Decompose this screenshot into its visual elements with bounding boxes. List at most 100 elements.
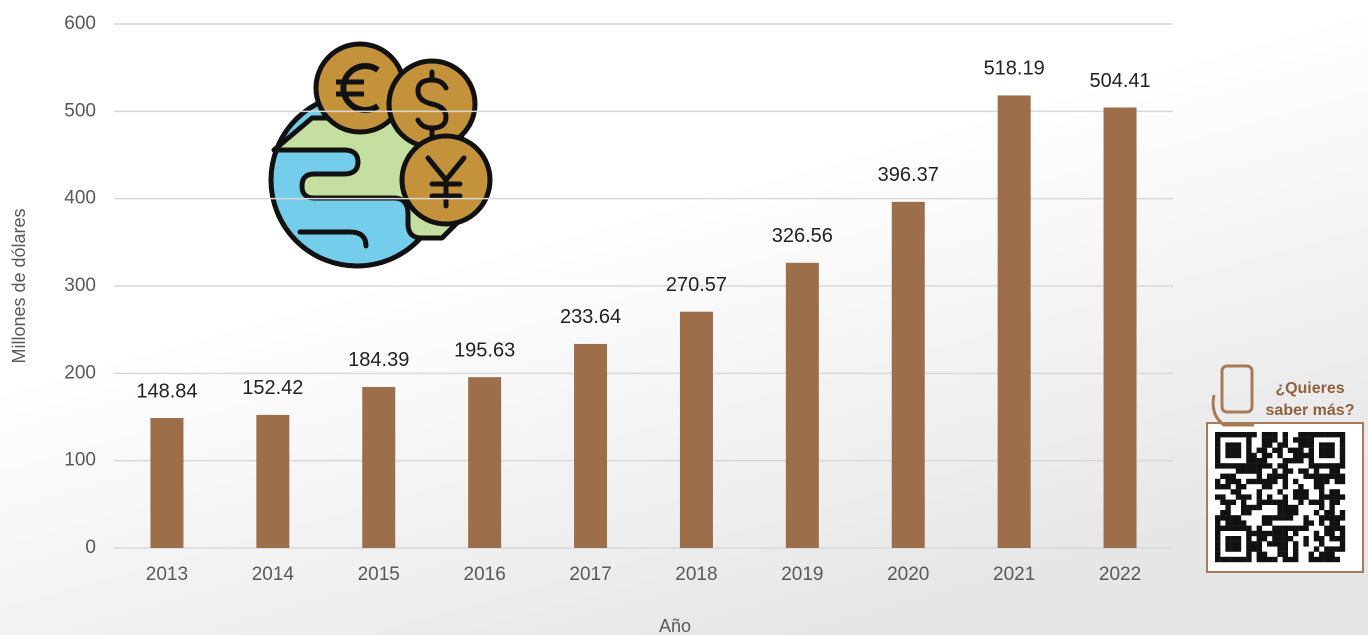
qr-module [1329,447,1335,453]
qr-module [1220,484,1226,490]
qr-module [1261,499,1268,505]
qr-module [1303,536,1309,542]
qr-module [1230,536,1236,542]
qr-module [1277,510,1283,516]
qr-module [1261,432,1268,438]
qr-module [1329,494,1335,500]
data-label: 504.41 [1089,70,1150,92]
qr-module [1303,468,1309,474]
qr-module [1215,546,1221,552]
qr-module [1246,530,1252,537]
qr-module [1293,489,1299,495]
qr-module [1319,473,1325,479]
qr-module [1308,452,1314,459]
qr-module [1225,546,1231,552]
x-tick-label: 2015 [358,564,400,585]
data-label: 184.39 [348,349,409,371]
qr-module [1220,515,1226,521]
qr-module [1293,478,1299,485]
bar [362,386,396,548]
qr-module [1267,556,1273,563]
qr-module [1282,494,1288,500]
qr-module [1282,510,1288,516]
qr-module [1282,515,1288,521]
qr-module [1282,499,1288,505]
qr-module [1308,556,1314,563]
qr-module [1298,442,1304,448]
qr-module [1282,530,1288,537]
qr-module [1256,499,1262,505]
qr-text: ¿Quieres [1275,380,1344,397]
qr-module [1235,541,1242,547]
bar [150,418,184,548]
qr-module [1334,556,1340,563]
qr-module [1246,437,1252,443]
qr-module [1287,447,1294,453]
qr-module [1324,473,1330,479]
qr-module [1261,515,1268,521]
qr-module [1293,458,1299,464]
qr-module [1334,463,1340,469]
qr-module [1272,536,1278,542]
qr-module [1339,546,1346,552]
x-tick-label: 2018 [675,564,717,585]
qr-module [1256,463,1262,469]
qr-module [1334,536,1340,542]
qr-module [1246,478,1252,485]
qr-module [1235,546,1242,552]
x-axis-title: Año [659,616,691,635]
qr-module [1319,452,1325,459]
qr-module [1298,452,1304,459]
qr-module [1215,478,1221,485]
qr-module [1251,432,1257,438]
qr-module [1251,468,1257,474]
qr-module [1225,499,1231,505]
qr-module [1319,447,1325,453]
qr-module [1339,447,1346,453]
qr-module [1293,546,1299,552]
qr-module [1287,525,1294,531]
y-tick-label: 600 [64,13,96,34]
qr-module [1339,442,1346,448]
qr-module [1246,452,1252,459]
qr-module [1303,489,1309,495]
qr-module [1241,556,1247,563]
qr-module [1225,504,1231,511]
qr-module [1339,458,1346,464]
qr-module [1261,452,1268,459]
qr-module [1256,458,1262,464]
qr-module [1215,463,1221,469]
qr-module [1319,494,1325,500]
bar [679,311,713,548]
qr-module [1329,463,1335,469]
qr-module [1293,504,1299,511]
qr-module [1303,494,1309,500]
qr-module [1334,432,1340,438]
qr-module [1272,468,1278,474]
bar [256,414,290,548]
qr-module [1230,520,1236,526]
qr-module [1230,478,1236,485]
qr-module [1282,463,1288,469]
qr-module [1220,499,1226,505]
qr-module [1272,447,1278,453]
qr-module [1225,541,1231,547]
x-tick-label: 2017 [569,564,611,585]
qr-module [1319,478,1325,485]
qr-module [1324,494,1330,500]
qr-module [1230,447,1236,453]
qr-module [1329,504,1335,511]
qr-module [1339,536,1346,542]
qr-module [1282,551,1288,557]
qr-module [1225,556,1231,563]
qr-module [1215,442,1221,448]
qr-module [1287,536,1294,542]
qr-module [1235,515,1242,521]
qr-module [1282,536,1288,542]
qr-module [1334,478,1340,485]
qr-module [1261,458,1268,464]
qr-module [1215,494,1221,500]
data-label: 152.42 [242,377,303,399]
qr-module [1215,536,1221,542]
